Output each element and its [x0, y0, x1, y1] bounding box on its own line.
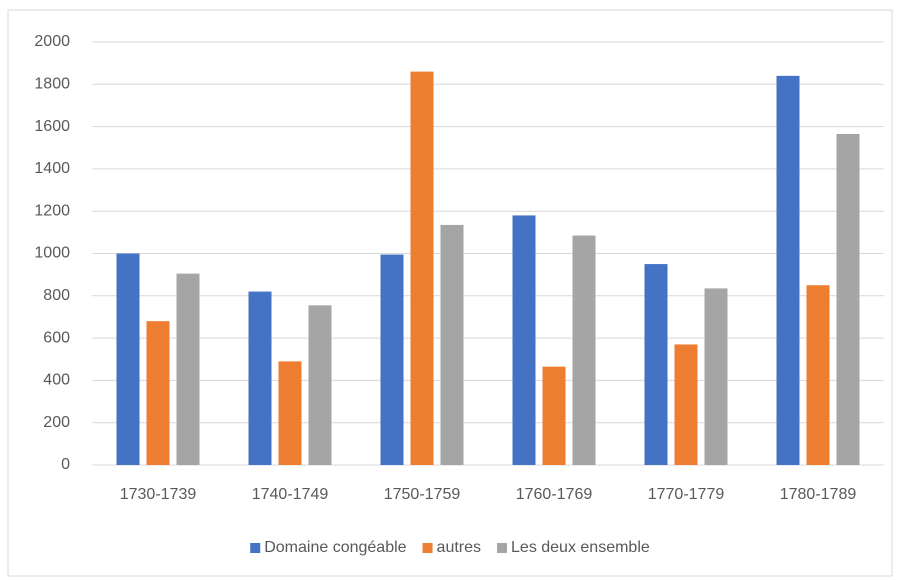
bar: [308, 305, 332, 465]
bar: [440, 224, 464, 465]
bar: [146, 321, 170, 465]
legend-label: Domaine congéable: [264, 539, 406, 556]
legend-swatch: [497, 543, 508, 553]
bar: [704, 288, 728, 465]
y-tick-label: 1800: [34, 76, 70, 93]
y-tick-label: 0: [61, 456, 70, 473]
bar: [278, 361, 302, 465]
legend-swatch: [422, 543, 433, 553]
bar: [248, 291, 272, 465]
x-tick-label: 1770-1779: [648, 486, 725, 503]
legend-label: autres: [437, 539, 481, 556]
y-tick-label: 1200: [34, 202, 70, 219]
y-tick-label: 200: [43, 414, 70, 431]
x-tick-label: 1760-1769: [516, 486, 593, 503]
x-tick-label: 1780-1789: [780, 486, 857, 503]
y-tick-label: 800: [43, 287, 70, 304]
legend-label: Les deux ensemble: [511, 539, 650, 556]
bar: [572, 235, 596, 465]
bar: [674, 344, 698, 465]
bar: [512, 215, 536, 465]
bar: [116, 253, 140, 465]
bar: [410, 71, 434, 466]
y-tick-label: 600: [43, 329, 70, 346]
bar: [542, 366, 566, 465]
y-tick-label: 2000: [34, 33, 70, 50]
x-tick-label: 1740-1749: [252, 486, 329, 503]
y-tick-label: 400: [43, 372, 70, 389]
y-tick-label: 1000: [34, 245, 70, 262]
bar: [806, 285, 830, 465]
bar: [176, 273, 200, 465]
x-tick-label: 1730-1739: [120, 486, 197, 503]
bar: [380, 254, 404, 465]
y-tick-label: 1400: [34, 160, 70, 177]
bar: [776, 75, 800, 465]
y-tick-label: 1600: [34, 118, 70, 135]
legend-swatch: [250, 543, 261, 553]
bar: [644, 264, 668, 465]
x-tick-label: 1750-1759: [384, 486, 461, 503]
bar: [836, 134, 860, 465]
